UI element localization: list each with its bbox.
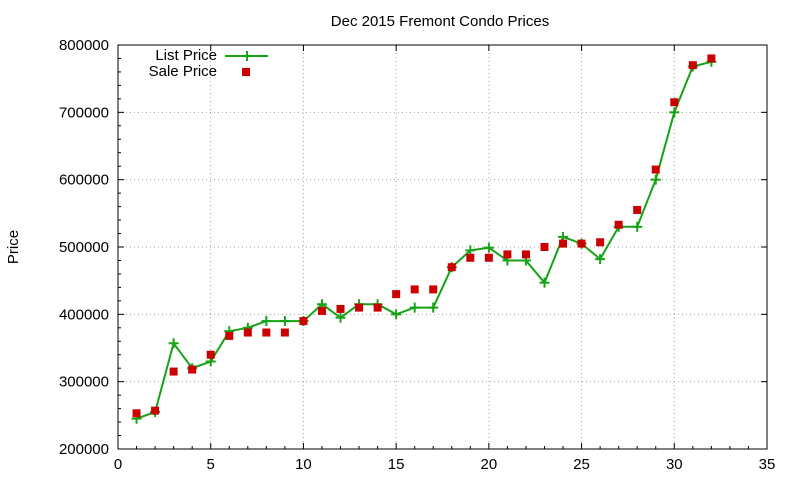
sale-price-point (596, 238, 605, 247)
sale-price-point (484, 253, 493, 262)
sale-price-point (225, 331, 234, 340)
sale-price-point (429, 285, 438, 294)
list-price-point (669, 107, 680, 118)
sale-price-point (466, 253, 475, 262)
y-axis-label: Price (5, 230, 22, 264)
chart-title: Dec 2015 Fremont Condo Prices (331, 13, 549, 30)
sale-price-point (299, 317, 308, 326)
list-price-point (465, 245, 476, 256)
sale-price-point (651, 165, 660, 174)
sale-price-point (503, 250, 512, 259)
x-tick-label: 0 (114, 456, 122, 473)
legend-swatch-list-price (225, 51, 268, 61)
x-tick-label: 10 (295, 456, 312, 473)
legend-label-list-price: List Price (155, 47, 217, 64)
x-tick-label: 30 (666, 456, 683, 473)
list-price-point (335, 312, 346, 323)
x-tick-label: 35 (759, 456, 776, 473)
x-tick-label: 20 (481, 456, 498, 473)
list-price-point (539, 277, 550, 288)
list-price-point (483, 242, 494, 253)
legend-label-sale-price: Sale Price (149, 63, 217, 80)
sale-price-point (355, 303, 364, 312)
sale-price-point (132, 409, 141, 418)
series-marks (131, 54, 717, 424)
sale-price-point (336, 304, 345, 313)
list-price-point (428, 302, 439, 313)
sale-price-point (188, 365, 197, 374)
list-price-line (136, 60, 712, 420)
sale-price-point (280, 328, 289, 337)
y-tick-label: 800000 (59, 37, 109, 54)
list-price-point (279, 316, 290, 327)
x-tick-label: 5 (207, 456, 215, 473)
y-tick-label: 600000 (59, 172, 109, 189)
list-price-point (632, 221, 643, 232)
sale-price-point (633, 205, 642, 214)
sale-price-point (151, 406, 160, 415)
list-price-point (409, 302, 420, 313)
list-price-point (261, 316, 272, 327)
sale-price-point (243, 328, 252, 337)
sale-price-point (540, 243, 549, 251)
y-tick-label: 200000 (59, 441, 109, 458)
sale-price-point (373, 303, 382, 312)
axis-ticks: 0 5 10 15 20 25 30 35 200000 300000 400000 500000 60… (59, 37, 775, 473)
list-price-point (650, 174, 661, 185)
sale-price-point (392, 290, 401, 299)
sale-price-point (707, 54, 716, 63)
sale-price-point (670, 98, 679, 107)
sale-price-point (262, 328, 271, 337)
legend-swatch-sale-price (242, 68, 250, 76)
sale-price-point (206, 350, 215, 359)
y-tick-label: 700000 (59, 104, 109, 121)
sale-price-point (559, 239, 568, 248)
y-tick-label: 500000 (59, 239, 109, 256)
sale-price-point (447, 263, 456, 272)
y-tick-label: 400000 (59, 306, 109, 323)
grid-lines (118, 45, 767, 449)
x-tick-label: 15 (388, 456, 405, 473)
sale-price-point (614, 220, 623, 229)
sale-price-point (317, 306, 326, 315)
sale-price-point (577, 239, 586, 248)
list-price-point (168, 338, 179, 349)
list-price-point (391, 309, 402, 320)
list-price-point (595, 254, 606, 265)
legend: List Price Sale Price (149, 47, 268, 80)
y-tick-label: 300000 (59, 374, 109, 391)
sale-price-point (169, 367, 178, 376)
sale-price-point (521, 250, 530, 259)
sale-price-point (688, 61, 697, 70)
sale-price-point (410, 285, 419, 294)
x-tick-label: 25 (573, 456, 590, 473)
